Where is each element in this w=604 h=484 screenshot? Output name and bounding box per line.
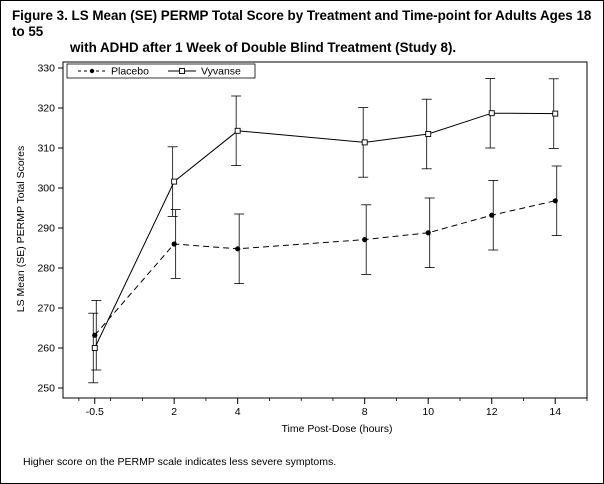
y-tick-label: 300 (37, 183, 55, 195)
title-line-1: Figure 3. LS Mean (SE) PERMP Total Score… (12, 8, 592, 39)
y-tick-label: 330 (37, 63, 55, 75)
data-point-vyvanse (488, 110, 495, 117)
x-axis: -0.5 2 4 8 10 12 14 (78, 398, 588, 418)
y-tick-label: 270 (37, 303, 55, 315)
legend-item-vyvanse: Vyvanse (168, 66, 241, 78)
y-tick-label: 320 (37, 103, 55, 115)
legend-item-placebo: Placebo (78, 66, 149, 78)
data-point-vyvanse (171, 178, 178, 185)
data-point-placebo (552, 198, 558, 204)
data-point-vyvanse (361, 139, 368, 146)
x-axis-label: Time Post-Dose (hours) (281, 423, 392, 435)
data-point-placebo (171, 241, 177, 247)
legend-marker-placebo (89, 68, 95, 74)
series-placebo (91, 165, 562, 371)
y-tick-label: 310 (37, 143, 55, 155)
legend-label-vyvanse: Vyvanse (201, 66, 241, 78)
legend-label-placebo: Placebo (111, 66, 149, 78)
y-tick-label: 280 (37, 263, 55, 275)
data-point-vyvanse (425, 131, 432, 137)
footnote: Higher score on the PERMP scale indicate… (23, 456, 337, 468)
title-line-2: with ADHD after 1 Week of Double Blind T… (70, 40, 457, 55)
series-vyvanse (88, 78, 559, 384)
x-tick-label: 14 (549, 406, 561, 418)
data-point-vyvanse (234, 127, 241, 134)
data-point-placebo (235, 246, 241, 252)
x-tick-label: 4 (235, 406, 241, 418)
y-tick-label: 250 (37, 383, 55, 395)
x-tick-label: 10 (422, 406, 434, 418)
data-point-placebo (362, 237, 368, 243)
legend-marker-vyvanse (179, 68, 185, 74)
series-line-vyvanse (94, 112, 556, 349)
y-tick-label: 290 (37, 223, 55, 235)
y-tick-label: 260 (37, 343, 55, 355)
x-tick-label: 8 (362, 406, 368, 418)
series-layer (88, 78, 562, 384)
legend: Placebo Vyvanse (66, 63, 256, 79)
series-line-placebo (94, 200, 556, 336)
data-point-placebo (489, 212, 495, 218)
data-point-vyvanse (91, 345, 98, 351)
legend-box (66, 63, 256, 79)
x-tick-label: -0.5 (86, 406, 104, 418)
data-point-vyvanse (552, 110, 559, 117)
y-axis: 250 260 270 280 290 300 310 320 330 (37, 63, 63, 395)
x-tick-label: 12 (486, 406, 498, 418)
plot-area (62, 61, 588, 399)
data-point-placebo (425, 230, 431, 236)
x-tick-label: 2 (171, 406, 177, 418)
y-axis-label: LS Mean (SE) PERMP Total Scores (15, 146, 27, 313)
figure-title: Figure 3. LS Mean (SE) PERMP Total Score… (12, 8, 592, 56)
